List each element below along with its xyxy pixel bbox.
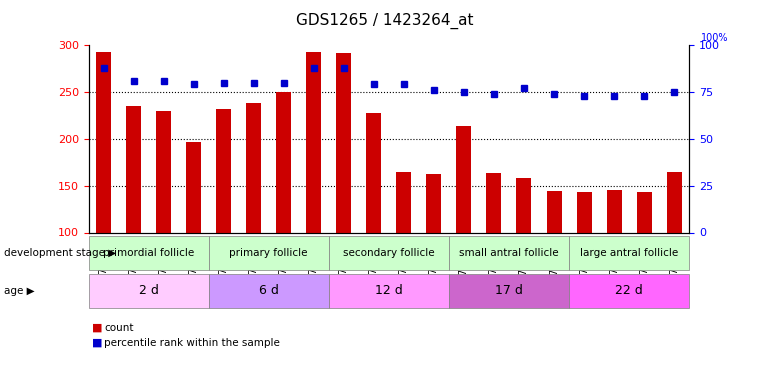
Bar xyxy=(367,112,381,232)
Text: ■: ■ xyxy=(92,323,103,333)
Text: small antral follicle: small antral follicle xyxy=(459,248,559,258)
Text: percentile rank within the sample: percentile rank within the sample xyxy=(104,338,280,348)
Bar xyxy=(427,174,441,232)
Bar xyxy=(246,103,261,232)
Bar xyxy=(216,109,231,232)
Text: age ▶: age ▶ xyxy=(4,286,35,296)
Text: development stage ▶: development stage ▶ xyxy=(4,248,116,258)
Text: primordial follicle: primordial follicle xyxy=(103,248,194,258)
Text: 12 d: 12 d xyxy=(375,284,403,297)
Bar xyxy=(547,191,561,232)
Bar xyxy=(577,192,591,232)
Bar xyxy=(186,142,201,232)
Text: 22 d: 22 d xyxy=(615,284,643,297)
Text: GDS1265 / 1423264_at: GDS1265 / 1423264_at xyxy=(296,13,474,29)
Bar xyxy=(457,126,471,232)
Bar xyxy=(487,173,501,232)
Bar xyxy=(517,178,531,232)
Bar xyxy=(607,190,621,232)
Text: 100%: 100% xyxy=(701,33,728,43)
Text: count: count xyxy=(104,323,133,333)
Bar xyxy=(397,172,411,232)
Text: 6 d: 6 d xyxy=(259,284,279,297)
Text: secondary follicle: secondary follicle xyxy=(343,248,434,258)
Text: 2 d: 2 d xyxy=(139,284,159,297)
Bar xyxy=(306,52,321,232)
Bar xyxy=(126,106,141,232)
Text: large antral follicle: large antral follicle xyxy=(580,248,678,258)
Bar xyxy=(637,192,651,232)
Bar xyxy=(276,92,291,232)
Bar xyxy=(96,52,111,232)
Text: primary follicle: primary follicle xyxy=(229,248,308,258)
Bar xyxy=(156,111,171,232)
Bar xyxy=(667,172,681,232)
Text: ■: ■ xyxy=(92,338,103,348)
Bar xyxy=(336,54,351,232)
Text: 17 d: 17 d xyxy=(495,284,523,297)
